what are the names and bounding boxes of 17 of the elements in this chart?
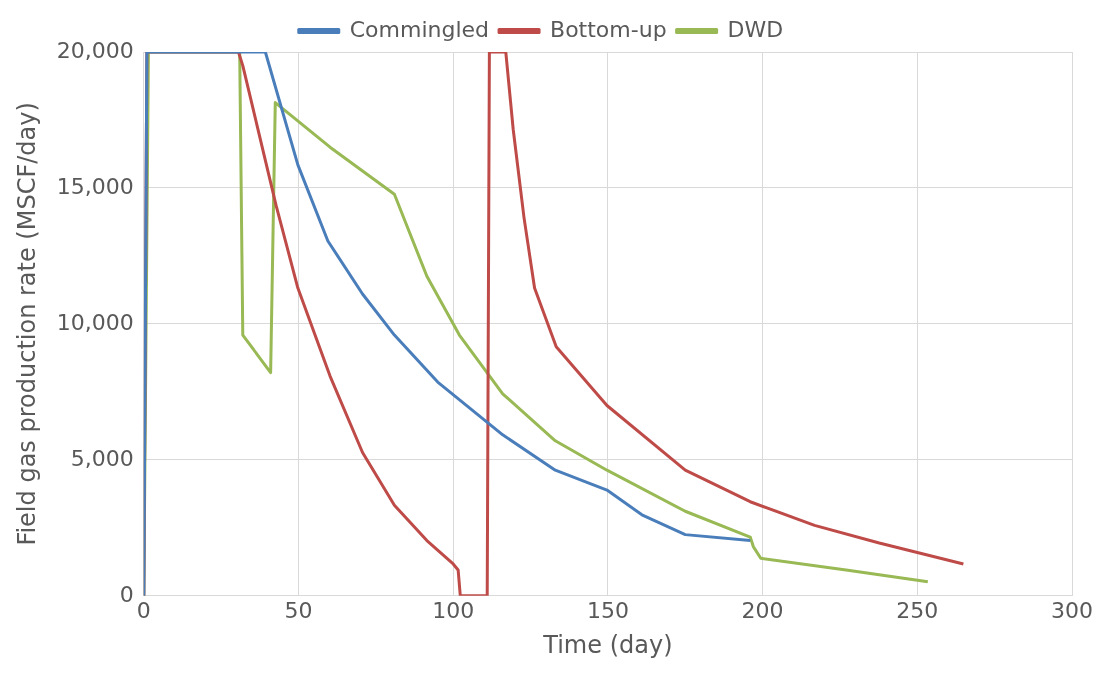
y-tick-label: 10,000 [56, 309, 134, 335]
legend-label: DWD [727, 16, 784, 42]
x-tick-label: 0 [136, 597, 151, 623]
x-tick-label: 300 [1051, 597, 1093, 623]
x-axis-title: Time (day) [542, 630, 673, 659]
y-tick-label: 20,000 [56, 37, 134, 63]
y-tick-label: 5,000 [70, 445, 134, 471]
y-tick-label: 15,000 [56, 173, 134, 199]
x-tick-label: 50 [284, 597, 313, 623]
legend-label: Commingled [349, 16, 490, 42]
y-axis-title: Field gas production rate (MSCF/day) [12, 102, 41, 546]
x-tick-label: 200 [741, 597, 784, 623]
x-tick-label: 100 [432, 597, 475, 623]
x-tick-label: 150 [586, 597, 629, 623]
x-tick-label: 250 [896, 597, 939, 623]
legend-label: Bottom-up [550, 16, 667, 42]
y-tick-label: 0 [119, 581, 134, 607]
